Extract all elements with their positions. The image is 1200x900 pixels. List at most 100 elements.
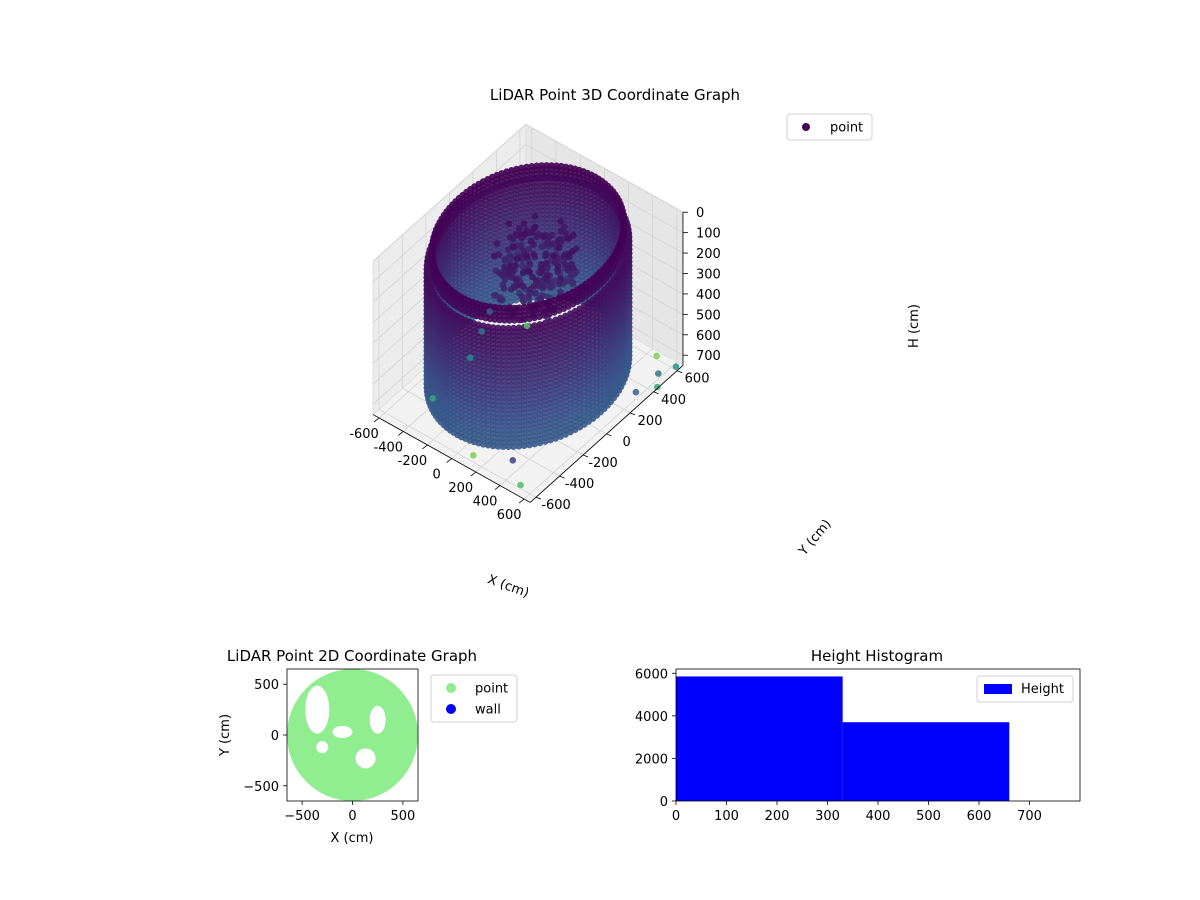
x-tick-label-hist: 600 bbox=[967, 809, 992, 824]
legend-2d: point wall bbox=[431, 675, 517, 722]
cloud-point bbox=[527, 286, 534, 293]
histogram-bar bbox=[676, 676, 843, 801]
legend-label-point-2d: point bbox=[475, 682, 508, 697]
legend-label-wall-2d: wall bbox=[475, 703, 501, 718]
x-tick-label-3d: -200 bbox=[398, 454, 428, 469]
outlier-point bbox=[653, 353, 660, 360]
cloud-point bbox=[549, 283, 556, 290]
y-tick-label-3d: 400 bbox=[661, 393, 686, 408]
y-tick-label-3d: -400 bbox=[565, 477, 595, 492]
cloud-point bbox=[562, 261, 569, 268]
y-tick-label-2d: 0 bbox=[271, 729, 279, 744]
x-tick-label-3d: 600 bbox=[497, 508, 522, 523]
gap-2d bbox=[305, 686, 329, 734]
y-tick-3d bbox=[654, 392, 659, 394]
x-tick-label-hist: 500 bbox=[916, 809, 941, 824]
y-tick-label-3d: 600 bbox=[685, 372, 710, 387]
outlier-point bbox=[510, 457, 517, 464]
gap-2d bbox=[370, 706, 386, 734]
chart-3d: LiDAR Point 3D Coordinate Graph -600 -400… bbox=[349, 86, 922, 601]
z-tick-label-3d: 100 bbox=[696, 227, 721, 242]
histogram-bars bbox=[676, 676, 1009, 801]
legend-marker-point-2d bbox=[446, 683, 456, 693]
y-tick-label-3d: 200 bbox=[638, 414, 663, 429]
x-tick-label-3d: 400 bbox=[473, 495, 498, 510]
plot-area-2d bbox=[287, 669, 418, 801]
cloud-point bbox=[429, 406, 436, 413]
x-tick-label-2d: 0 bbox=[348, 809, 356, 824]
cloud-point bbox=[532, 290, 539, 297]
outlier-point bbox=[478, 328, 485, 335]
outlier-point bbox=[467, 354, 474, 361]
x-tick-label-2d: 500 bbox=[390, 809, 415, 824]
cloud-point bbox=[494, 240, 501, 247]
cloud-point bbox=[557, 275, 564, 282]
outlier-point bbox=[673, 363, 680, 370]
outlier-point bbox=[654, 384, 661, 391]
chart-3d-title: LiDAR Point 3D Coordinate Graph bbox=[490, 86, 740, 104]
x-tick-label-hist: 0 bbox=[672, 809, 680, 824]
cloud-point bbox=[561, 253, 568, 260]
cloud-point bbox=[537, 295, 544, 302]
histogram-bar bbox=[843, 722, 1010, 801]
x-axis-label-2d: X (cm) bbox=[331, 831, 374, 846]
legend-marker-wall-2d bbox=[446, 704, 456, 714]
y-tick-label-3d: 0 bbox=[622, 435, 630, 450]
chart-histogram: Height Histogram 0 100 200 300 400 500 600 700 0… bbox=[635, 647, 1080, 824]
x-tick-3d bbox=[495, 486, 500, 490]
z-tick-label-3d: 400 bbox=[696, 288, 721, 303]
z-tick-label-3d: 500 bbox=[696, 308, 721, 323]
legend-marker-point-3d bbox=[802, 123, 810, 131]
gap-2d bbox=[332, 726, 352, 738]
z-tick-label-3d: 300 bbox=[696, 267, 721, 282]
y-tick-label-hist: 0 bbox=[660, 795, 668, 810]
cloud-point bbox=[491, 292, 498, 299]
x-tick-label-2d: −500 bbox=[284, 809, 320, 824]
y-tick-label-3d: -600 bbox=[541, 498, 571, 513]
legend-3d: point bbox=[787, 114, 872, 140]
cloud-point bbox=[556, 244, 563, 251]
x-tick-3d bbox=[374, 418, 379, 422]
cloud-point bbox=[506, 220, 513, 227]
cloud-point bbox=[551, 253, 558, 260]
chart-2d: LiDAR Point 2D Coordinate Graph −500 0 500… bbox=[218, 647, 517, 846]
cloud-point bbox=[508, 263, 515, 270]
outlier-point bbox=[470, 452, 477, 459]
cloud-point bbox=[516, 225, 523, 232]
outlier-point bbox=[429, 395, 436, 402]
outlier-point bbox=[655, 370, 662, 377]
cloud-point bbox=[565, 235, 572, 242]
x-tick-label-hist: 100 bbox=[714, 809, 739, 824]
cloud-point bbox=[497, 296, 504, 303]
cloud-point bbox=[508, 286, 515, 293]
z-axis-label-3d: H (cm) bbox=[907, 304, 922, 348]
cloud-point bbox=[513, 277, 520, 284]
cloud-point bbox=[520, 269, 527, 276]
cloud-point bbox=[525, 293, 532, 300]
legend-label-height: Height bbox=[1021, 682, 1064, 697]
x-tick-3d bbox=[519, 499, 524, 503]
cloud-point bbox=[526, 268, 533, 275]
cloud-point bbox=[519, 262, 526, 269]
cloud-point bbox=[528, 238, 535, 245]
x-tick-3d bbox=[471, 472, 476, 476]
cloud-point bbox=[557, 218, 564, 225]
y-tick-label-hist: 4000 bbox=[635, 710, 668, 725]
x-axis-label-3d: X (cm) bbox=[485, 572, 531, 601]
cloud-point bbox=[491, 253, 498, 260]
x-tick-label-hist: 400 bbox=[866, 809, 891, 824]
legend-histogram: Height bbox=[977, 676, 1073, 702]
cloud-point bbox=[527, 261, 534, 268]
gap-2d bbox=[356, 748, 376, 768]
x-tick-3d bbox=[422, 445, 427, 449]
y-tick-label-2d: 500 bbox=[254, 678, 279, 693]
cloud-point bbox=[523, 252, 530, 259]
cloud-point bbox=[499, 272, 506, 279]
x-tick-label-hist: 300 bbox=[815, 809, 840, 824]
cloud-point bbox=[540, 234, 547, 241]
z-tick-label-3d: 600 bbox=[696, 329, 721, 344]
y-axis-label-2d: Y (cm) bbox=[218, 714, 233, 757]
chart-2d-title: LiDAR Point 2D Coordinate Graph bbox=[227, 647, 477, 665]
cloud-point bbox=[539, 265, 546, 272]
